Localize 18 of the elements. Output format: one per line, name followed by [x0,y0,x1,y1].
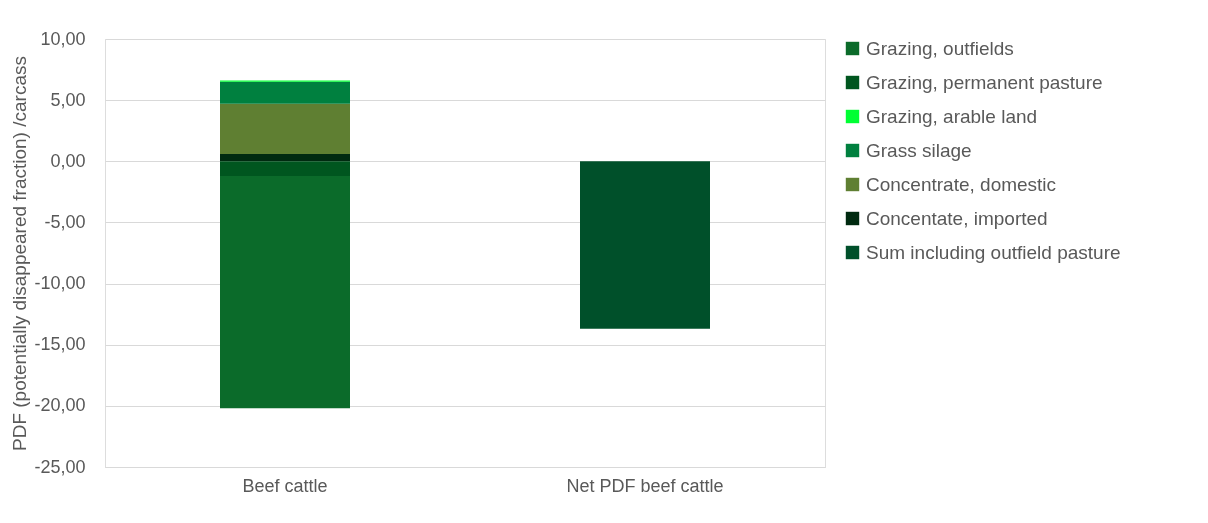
legend-label: Concentrate, domestic [866,173,1057,195]
y-tick-label: -20,00 [34,395,86,416]
legend-label: Grazing, outfields [866,37,1014,59]
legend-label: Concentate, imported [866,207,1048,229]
x-tick-label: Beef cattle [242,475,328,496]
y-tick-label: 5,00 [50,89,86,110]
y-tick-label: 10,00 [40,28,86,49]
y-tick-label: -10,00 [34,273,86,294]
y-tick-label: -15,00 [34,334,86,355]
y-tick-label: -5,00 [44,211,86,232]
legend-label: Grass silage [866,139,972,161]
y-tick-label: 0,00 [50,150,86,171]
y-tick-label: -25,00 [34,456,86,477]
legend-label: Grazing, arable land [866,105,1038,127]
legend-label: Sum including outfield pasture [866,241,1121,263]
legend-label: Grazing, permanent pasture [866,71,1103,93]
x-tick-label: Net PDF beef cattle [566,475,724,496]
y-axis-title: PDF (potentially disappeared fraction) /carcass [9,56,31,451]
